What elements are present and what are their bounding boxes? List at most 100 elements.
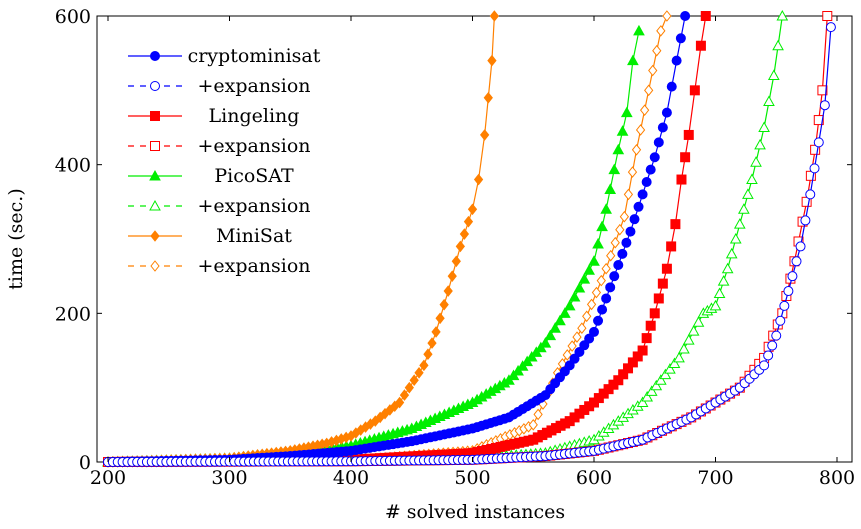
data-point: [394, 396, 405, 409]
data-point: [459, 228, 470, 240]
series-line: [107, 15, 668, 463]
data-point: [666, 81, 677, 92]
legend-entry: PicoSAT: [128, 165, 294, 187]
data-point: [621, 237, 632, 248]
data-point: [633, 201, 644, 212]
data-point: [489, 10, 500, 22]
data-point: [564, 360, 575, 371]
data-point: [596, 274, 606, 287]
data-point: [742, 188, 754, 199]
legend: cryptominisat +expansion Lingeling +expansi…: [128, 45, 321, 277]
data-point: [644, 84, 654, 97]
series-4: [102, 24, 645, 467]
data-point: [733, 218, 746, 229]
data-point: [423, 348, 433, 361]
data-point: [649, 308, 660, 319]
x-tick-label: 400: [333, 467, 369, 489]
data-point: [601, 262, 611, 275]
data-point: [582, 310, 592, 323]
data-point: [533, 408, 543, 421]
data-point: [586, 298, 597, 311]
y-tick-label: 0: [79, 452, 91, 474]
data-point: [654, 374, 667, 385]
data-point: [544, 329, 557, 341]
data-point: [813, 115, 824, 126]
data-point: [637, 189, 648, 200]
data-point: [649, 152, 660, 163]
data-point: [771, 330, 782, 341]
series-line: [107, 30, 640, 463]
data-point: [619, 210, 630, 223]
data-point: [772, 39, 784, 51]
data-point: [631, 143, 642, 156]
data-point: [625, 226, 636, 237]
data-point: [709, 299, 722, 311]
data-point: [725, 247, 738, 259]
x-tick-label: 200: [90, 467, 126, 489]
y-tick-label: 600: [55, 6, 91, 28]
data-point: [483, 91, 493, 104]
data-point: [689, 85, 700, 96]
legend-marker: [150, 51, 160, 61]
data-point: [692, 316, 705, 327]
legend-marker: [149, 169, 161, 181]
data-point: [758, 121, 770, 132]
data-point: [783, 286, 794, 297]
data-point: [645, 164, 656, 175]
legend-entry: cryptominisat: [128, 45, 321, 67]
x-axis-label: # solved instances: [385, 501, 565, 523]
data-point: [592, 237, 604, 249]
data-point: [776, 9, 789, 21]
data-point: [791, 256, 802, 267]
data-point: [795, 241, 806, 252]
data-point: [609, 271, 620, 282]
x-tick-label: 700: [697, 467, 733, 489]
data-point: [574, 346, 585, 357]
legend-marker: [150, 81, 160, 91]
data-point: [613, 260, 624, 271]
data-point: [567, 340, 577, 352]
data-point: [805, 189, 816, 200]
data-point: [455, 240, 465, 253]
data-point: [473, 173, 484, 186]
data-point: [683, 129, 694, 140]
data-point: [627, 54, 639, 66]
legend-marker: [150, 260, 160, 272]
data-point: [615, 223, 625, 236]
data-point: [645, 385, 658, 396]
data-point: [648, 64, 658, 77]
data-point: [414, 366, 424, 379]
data-point: [605, 282, 616, 293]
data-point: [819, 100, 830, 111]
data-point: [664, 363, 676, 374]
data-point: [653, 293, 664, 304]
data-point: [627, 166, 638, 178]
data-point: [549, 322, 561, 333]
data-point: [591, 286, 602, 299]
data-point: [641, 390, 654, 402]
y-tick-label: 400: [55, 155, 91, 177]
data-point: [738, 203, 750, 214]
legend-label: +expansion: [197, 75, 310, 97]
data-point: [443, 285, 453, 297]
data-point: [584, 333, 595, 344]
legend-label: PicoSAT: [214, 165, 294, 187]
data-point: [661, 263, 672, 274]
legend-entry: +expansion: [128, 135, 311, 157]
data-point: [447, 270, 457, 282]
data-point: [404, 381, 414, 394]
data-point: [463, 215, 474, 228]
legend-marker: [149, 199, 161, 211]
data-point: [650, 379, 663, 391]
data-point: [657, 278, 668, 289]
data-point: [675, 33, 686, 44]
data-point: [645, 320, 656, 331]
data-point: [578, 273, 591, 284]
data-point: [713, 287, 726, 299]
data-point: [528, 419, 538, 431]
data-point: [809, 163, 820, 174]
legend-label: +expansion: [197, 195, 310, 217]
y-tick-label: 200: [55, 303, 91, 325]
